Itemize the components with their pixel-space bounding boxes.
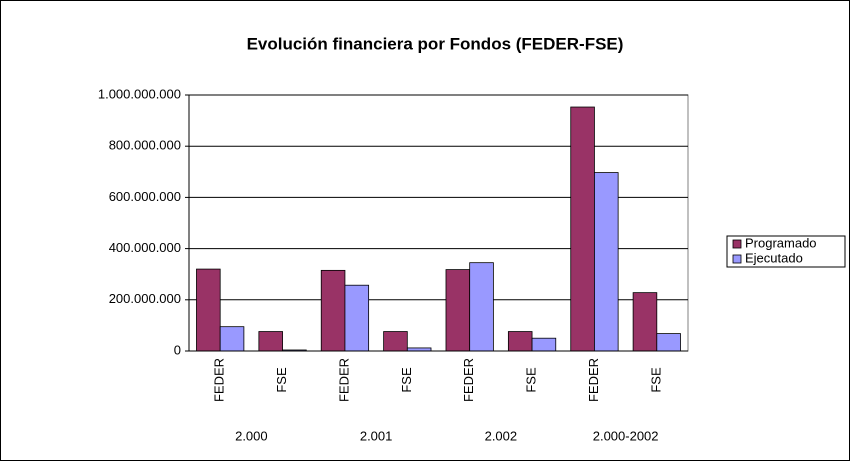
chart-title: Evolución financiera por Fondos (FEDER-F… xyxy=(247,34,624,53)
x-tick-label: FEDER xyxy=(461,358,476,402)
bar xyxy=(320,269,346,352)
y-tick-label: 200.000.000 xyxy=(109,291,181,306)
x-tick-label: FEDER xyxy=(586,358,601,402)
bar xyxy=(632,292,658,352)
group-label: 2.001 xyxy=(360,428,393,443)
x-tick-label: FSE xyxy=(399,367,414,393)
bar xyxy=(219,326,245,352)
group-label: 2.002 xyxy=(485,428,518,443)
bar xyxy=(344,284,370,352)
bar xyxy=(594,172,619,352)
bar xyxy=(507,331,533,352)
x-tick-label: FEDER xyxy=(336,358,351,402)
bar xyxy=(196,268,221,352)
x-tick-label: FEDER xyxy=(212,358,227,402)
legend-swatch xyxy=(732,254,742,264)
bar xyxy=(445,269,471,352)
group-label: 2.000-2002 xyxy=(593,428,659,443)
x-tick-label: FSE xyxy=(524,367,539,393)
bar xyxy=(258,331,283,352)
bar xyxy=(570,106,595,352)
bar xyxy=(469,262,494,352)
y-tick-label: 800.000.000 xyxy=(109,138,181,153)
y-tick-label: 400.000.000 xyxy=(109,240,181,255)
y-tick-label: 600.000.000 xyxy=(109,189,181,204)
y-tick-label: 1.000.000.000 xyxy=(98,86,181,101)
legend-swatch xyxy=(732,239,742,249)
legend-label: Ejecutado xyxy=(745,250,803,265)
bar xyxy=(383,331,408,352)
bar xyxy=(531,337,557,352)
group-label: 2.000 xyxy=(235,428,268,443)
y-tick-label: 0 xyxy=(174,342,181,357)
legend-label: Programado xyxy=(745,235,817,250)
bar xyxy=(656,333,681,352)
x-tick-label: FSE xyxy=(648,367,663,393)
legend-box xyxy=(726,235,846,268)
x-tick-label: FSE xyxy=(274,367,289,393)
